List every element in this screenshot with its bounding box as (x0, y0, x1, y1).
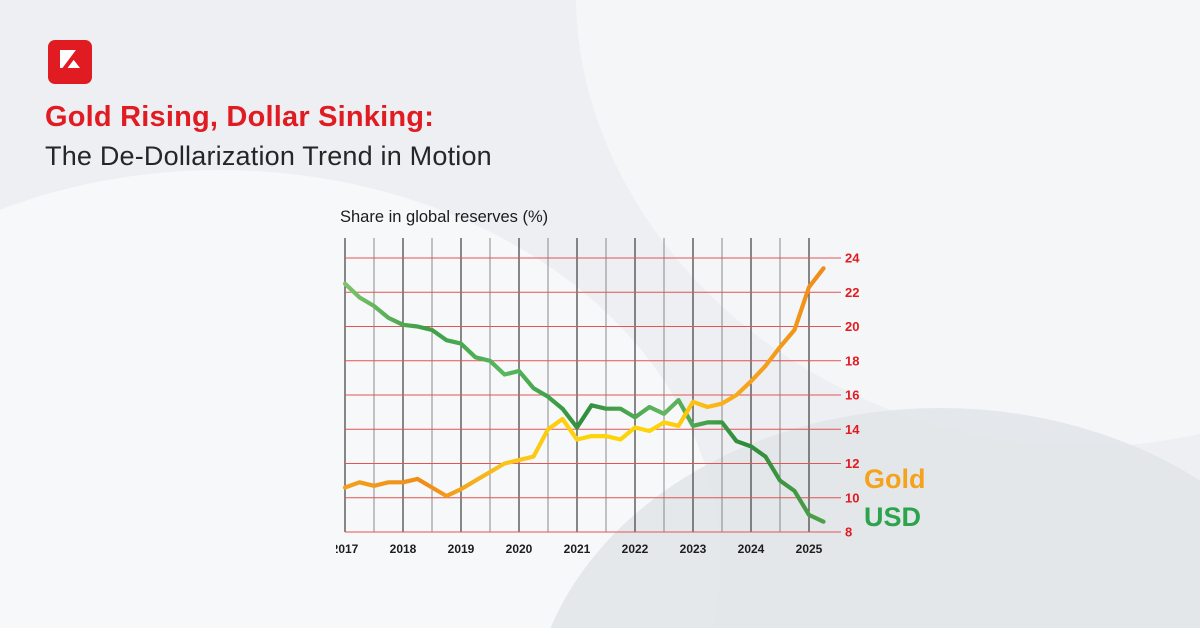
chart-area: 2422201816141210820172018201920202021202… (332, 234, 876, 564)
svg-text:12: 12 (845, 456, 859, 471)
svg-text:2024: 2024 (738, 542, 765, 556)
chart-legend: Gold USD (864, 460, 926, 536)
headline-subtitle: The De-Dollarization Trend in Motion (45, 141, 492, 171)
svg-text:8: 8 (845, 525, 852, 540)
legend-usd-label: USD (864, 502, 922, 532)
svg-text:2023: 2023 (680, 542, 707, 556)
svg-text:22: 22 (845, 285, 859, 300)
svg-text:2020: 2020 (506, 542, 533, 556)
svg-text:2025: 2025 (796, 542, 823, 556)
legend-gold-label: Gold (864, 464, 926, 494)
reserves-line-chart: 2422201816141210820172018201920202021202… (332, 238, 860, 556)
svg-text:2017: 2017 (336, 542, 359, 556)
svg-text:18: 18 (845, 353, 859, 368)
svg-text:20: 20 (845, 319, 859, 334)
svg-text:2019: 2019 (448, 542, 475, 556)
brand-flag-logo-icon (48, 40, 92, 84)
svg-text:14: 14 (845, 422, 860, 437)
svg-text:2018: 2018 (390, 542, 417, 556)
svg-text:24: 24 (845, 251, 860, 266)
svg-text:2022: 2022 (622, 542, 649, 556)
svg-text:10: 10 (845, 490, 859, 505)
chart-axis-title: Share in global reserves (%) (340, 208, 549, 226)
svg-text:2021: 2021 (564, 542, 591, 556)
svg-text:16: 16 (845, 388, 859, 403)
headline-accent: Gold Rising, Dollar Sinking: (45, 101, 435, 133)
